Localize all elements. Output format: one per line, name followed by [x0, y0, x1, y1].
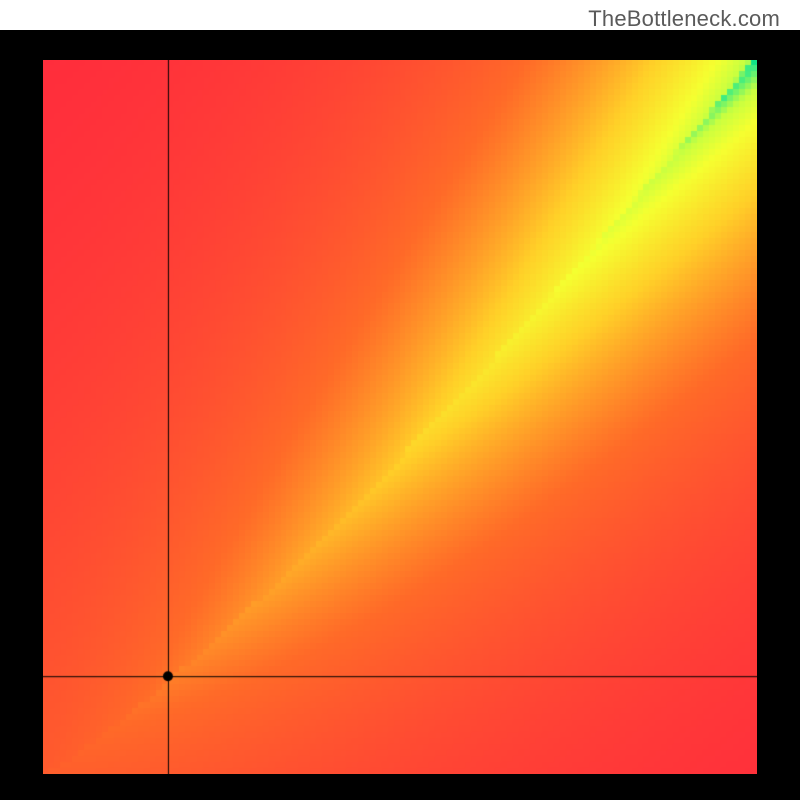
chart-frame — [0, 30, 800, 800]
watermark-text: TheBottleneck.com — [588, 6, 780, 32]
heatmap-canvas — [43, 60, 757, 774]
heatmap-plot-area — [43, 60, 757, 774]
